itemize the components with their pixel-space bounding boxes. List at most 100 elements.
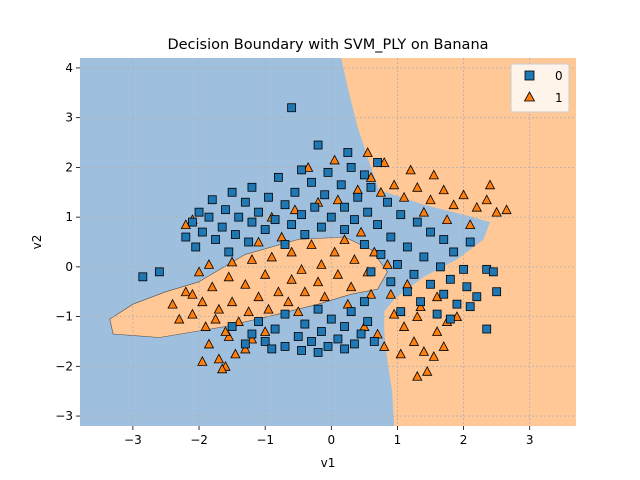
data-point-class-0: [254, 207, 263, 217]
data-point-class-0: [386, 232, 396, 242]
data-point-class-0: [492, 287, 502, 297]
data-point-class-0: [373, 158, 383, 167]
data-point-class-1: [226, 256, 238, 267]
data-point-class-1: [253, 291, 264, 302]
data-point-class-0: [363, 317, 373, 326]
data-point-class-0: [426, 279, 435, 289]
data-point-class-1: [283, 296, 294, 307]
x-tick-label: −3: [124, 433, 142, 447]
x-axis-label: v1: [321, 456, 336, 470]
data-point-class-1: [428, 169, 439, 180]
data-point-class-0: [462, 282, 472, 292]
data-point-class-0: [323, 167, 333, 177]
data-point-class-0: [310, 202, 320, 212]
data-point-class-1: [465, 219, 476, 229]
data-point-class-1: [398, 191, 410, 202]
data-point-class-0: [445, 314, 455, 324]
data-point-class-1: [412, 370, 423, 381]
data-point-class-0: [181, 232, 191, 242]
x-tick-label: 0: [327, 433, 335, 447]
data-point-class-0: [353, 192, 363, 202]
data-point-class-0: [350, 215, 359, 225]
data-point-class-1: [379, 341, 390, 351]
scatter-points: [138, 103, 512, 381]
x-tick-label: −1: [256, 433, 274, 447]
data-point-class-1: [329, 246, 340, 257]
data-point-class-1: [240, 343, 251, 354]
data-point-class-0: [320, 190, 330, 200]
data-point-class-0: [416, 297, 425, 307]
data-point-class-0: [393, 259, 402, 269]
data-point-class-0: [240, 339, 250, 349]
data-point-class-1: [415, 301, 426, 312]
data-point-class-1: [240, 278, 251, 289]
data-point-class-1: [226, 296, 238, 307]
data-point-class-0: [247, 182, 257, 192]
data-point-class-1: [306, 239, 317, 249]
data-point-class-1: [412, 181, 423, 192]
data-point-class-1: [180, 286, 191, 297]
data-point-class-0: [343, 148, 353, 157]
x-tick-label: 2: [460, 433, 468, 447]
y-axis-label: v2: [30, 235, 44, 250]
data-point-class-0: [240, 197, 250, 207]
data-point-class-0: [386, 277, 396, 287]
data-point-class-0: [356, 329, 366, 339]
data-point-class-0: [247, 217, 257, 227]
chart-title: Decision Boundary with SVM_PLY on Banana: [167, 37, 488, 53]
data-point-class-0: [482, 324, 492, 334]
data-point-class-0: [280, 240, 290, 249]
data-point-class-0: [359, 297, 369, 307]
plot-area: −3 −2 −1 0 1 2 3 −3 −2 −1 0 1 2 3 4: [55, 58, 576, 447]
data-point-class-0: [472, 292, 482, 302]
y-tick-label: 3: [65, 111, 73, 125]
data-point-class-0: [366, 182, 376, 192]
data-point-class-1: [441, 214, 453, 225]
data-point-class-0: [452, 299, 462, 309]
data-point-class-0: [359, 170, 369, 180]
data-point-class-1: [223, 271, 234, 282]
data-point-class-1: [167, 298, 178, 309]
data-point-class-0: [346, 163, 356, 172]
data-point-class-1: [365, 288, 377, 299]
data-point-class-0: [340, 344, 349, 354]
data-point-class-0: [221, 205, 230, 215]
data-point-class-0: [376, 250, 386, 259]
data-point-class-1: [412, 311, 423, 321]
data-point-class-1: [375, 186, 387, 197]
data-point-class-0: [211, 235, 220, 244]
data-point-class-1: [296, 263, 307, 274]
data-point-class-0: [254, 317, 263, 326]
data-point-class-1: [203, 259, 215, 269]
data-point-class-1: [481, 194, 492, 205]
data-point-class-0: [307, 177, 316, 187]
data-point-class-0: [419, 252, 429, 262]
data-point-class-0: [445, 274, 455, 284]
data-point-class-0: [267, 344, 277, 354]
data-point-class-0: [439, 289, 449, 299]
data-point-class-1: [197, 296, 208, 307]
data-point-class-1: [253, 236, 264, 247]
data-point-class-0: [244, 237, 254, 247]
data-point-class-1: [332, 194, 344, 205]
data-point-class-0: [138, 272, 148, 282]
data-point-class-0: [396, 210, 406, 220]
legend-label-0: 0: [555, 69, 563, 83]
data-point-class-1: [312, 276, 324, 287]
data-point-class-0: [402, 287, 412, 297]
data-point-class-0: [359, 240, 369, 249]
data-point-class-1: [273, 286, 284, 297]
data-point-class-1: [332, 268, 344, 279]
data-point-class-0: [194, 207, 204, 217]
data-point-class-1: [484, 179, 496, 190]
data-point-class-0: [426, 227, 435, 237]
data-point-class-1: [385, 288, 396, 299]
data-point-class-1: [355, 226, 367, 237]
data-point-class-1: [418, 206, 430, 217]
data-point-class-1: [319, 291, 330, 302]
data-point-class-0: [227, 187, 237, 197]
data-point-class-1: [187, 308, 198, 319]
x-tick-label: −2: [190, 433, 208, 447]
data-point-class-0: [154, 267, 164, 277]
data-point-class-1: [425, 194, 436, 205]
